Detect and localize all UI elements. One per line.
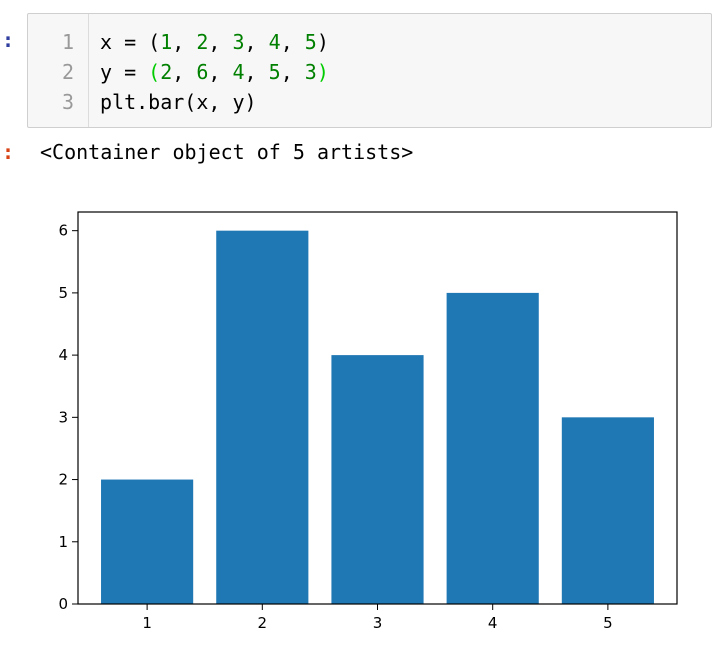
bar-4 — [446, 292, 539, 604]
code-line-3[interactable]: plt.bar(x, y) — [100, 90, 257, 114]
code-token: , — [244, 60, 269, 84]
output-prompt: : — [2, 140, 15, 164]
code-token: ( — [148, 30, 161, 54]
line-number-gutter: 1 2 3 — [28, 14, 89, 127]
code-number: 4 — [232, 60, 245, 84]
code-token: = — [112, 60, 149, 84]
line-number-3: 3 — [61, 90, 74, 114]
input-prompt: : — [2, 28, 15, 52]
y-tick-label: 4 — [58, 346, 68, 364]
code-token: , — [244, 30, 269, 54]
code-token: y — [100, 60, 113, 84]
code-number: 1 — [160, 30, 173, 54]
code-token: , — [172, 60, 197, 84]
code-token: ) — [316, 30, 329, 54]
y-tick-label: 3 — [58, 408, 68, 426]
code-cell[interactable]: 1 2 3 x = (1, 2, 3, 4, 5) y = (2, 6, 4, … — [27, 13, 712, 128]
code-number: 5 — [304, 30, 317, 54]
code-number: 5 — [268, 60, 281, 84]
output-text: <Container object of 5 artists> — [40, 140, 414, 164]
x-tick-label: 2 — [258, 614, 268, 632]
code-line-2[interactable]: y = (2, 6, 4, 5, 3) — [100, 60, 329, 84]
code-token: x — [100, 30, 113, 54]
code-token: , — [172, 30, 197, 54]
code-number: 3 — [232, 30, 245, 54]
code-number: 2 — [196, 30, 209, 54]
line-number-2: 2 — [61, 60, 74, 84]
code-token: , — [208, 60, 233, 84]
code-token: , — [280, 60, 305, 84]
bar-5 — [561, 417, 654, 604]
y-tick-label: 1 — [58, 533, 68, 551]
matched-paren: ( — [148, 60, 161, 84]
x-tick-label: 1 — [142, 614, 152, 632]
x-tick-label: 3 — [373, 614, 383, 632]
bar-2 — [216, 230, 309, 604]
code-number: 6 — [196, 60, 209, 84]
bar-chart: 0 1 2 3 4 5 6 1 2 3 4 5 — [58, 211, 678, 632]
bar-1 — [101, 479, 194, 604]
code-token: , — [208, 30, 233, 54]
bar-3 — [331, 355, 424, 604]
code-token: , — [280, 30, 305, 54]
y-tick-label: 0 — [58, 595, 68, 613]
line-number-1: 1 — [61, 30, 74, 54]
y-tick-label: 5 — [58, 284, 68, 302]
code-line-1[interactable]: x = (1, 2, 3, 4, 5) — [100, 30, 329, 54]
code-number: 2 — [160, 60, 173, 84]
code-number: 4 — [268, 30, 281, 54]
code-number: 3 — [304, 60, 317, 84]
matched-paren: ) — [316, 60, 329, 84]
code-token: = — [112, 30, 149, 54]
x-tick-label: 4 — [488, 614, 498, 632]
y-tick-label: 2 — [58, 471, 68, 489]
y-tick-label: 6 — [58, 222, 68, 240]
x-tick-label: 5 — [603, 614, 613, 632]
